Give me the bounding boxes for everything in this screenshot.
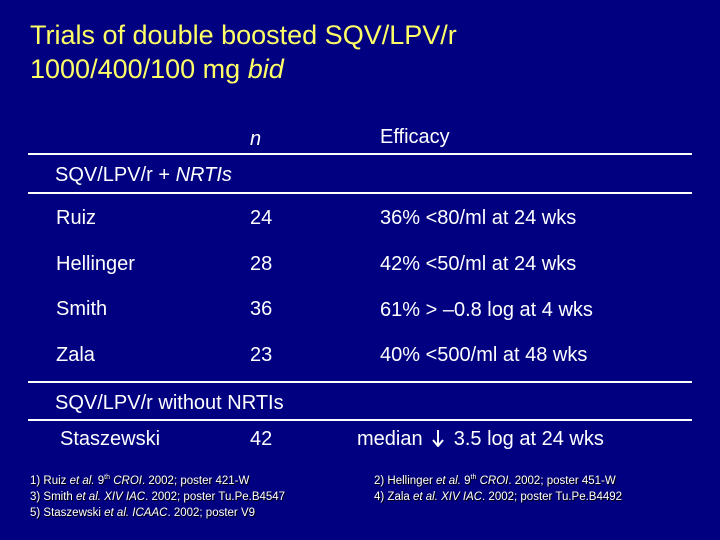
row-name: Hellinger bbox=[56, 253, 135, 275]
title-italic: bid bbox=[247, 54, 284, 84]
row-n: 28 bbox=[250, 253, 273, 275]
row-name: Smith bbox=[56, 298, 108, 320]
section-rule bbox=[28, 419, 692, 421]
footnote: 5) Staszewski et al. ICAAC. 2002; poster… bbox=[30, 506, 256, 519]
footnote: 2) Hellinger et al. 9th CROI. 2002; post… bbox=[374, 474, 616, 487]
title-line-2: 1000/400/100 mg bid bbox=[30, 54, 284, 84]
footnote: 4) Zala et al. XIV IAC. 2002; poster Tu.… bbox=[374, 490, 623, 503]
section-rule bbox=[28, 381, 692, 383]
row-n: 24 bbox=[250, 207, 273, 229]
row-name: Staszewski bbox=[60, 428, 161, 450]
row-efficacy: 40% <500/ml at 48 wks bbox=[380, 344, 588, 366]
footnotes-left: 1) Ruiz et al. 9th CROI. 2002; poster 42… bbox=[30, 470, 285, 521]
section-rule bbox=[28, 192, 692, 194]
header-n: n bbox=[250, 128, 262, 150]
down-arrow-icon bbox=[432, 430, 444, 447]
row-n: 42 bbox=[250, 428, 273, 450]
footnote: 1) Ruiz et al. 9th CROI. 2002; poster 42… bbox=[30, 474, 250, 487]
row-efficacy: median 3.5 log at 24 wks bbox=[357, 428, 604, 450]
row-n: 36 bbox=[250, 298, 273, 320]
slide-title: Trials of double boosted SQV/LPV/r 1000/… bbox=[30, 18, 457, 86]
row-name: Ruiz bbox=[56, 207, 97, 229]
footnote: 3) Smith et al. XIV IAC. 2002; poster Tu… bbox=[30, 490, 286, 503]
row-name: Zala bbox=[56, 344, 95, 366]
section-with-nrtis: SQV/LPV/r + NRTIs bbox=[55, 164, 232, 186]
section-without-nrtis: SQV/LPV/r without NRTIs bbox=[55, 392, 284, 414]
header-efficacy: Efficacy bbox=[380, 126, 450, 148]
row-efficacy: 42% <50/ml at 24 wks bbox=[380, 253, 577, 275]
row-efficacy: 36% <80/ml at 24 wks bbox=[380, 207, 577, 229]
header-rule bbox=[28, 153, 692, 155]
footnotes-right: 2) Hellinger et al. 9th CROI. 2002; post… bbox=[374, 470, 622, 505]
row-n: 23 bbox=[250, 344, 273, 366]
row-efficacy: 61% > –0.8 log at 4 wks bbox=[380, 299, 593, 321]
title-line-1: Trials of double boosted SQV/LPV/r bbox=[30, 20, 457, 50]
